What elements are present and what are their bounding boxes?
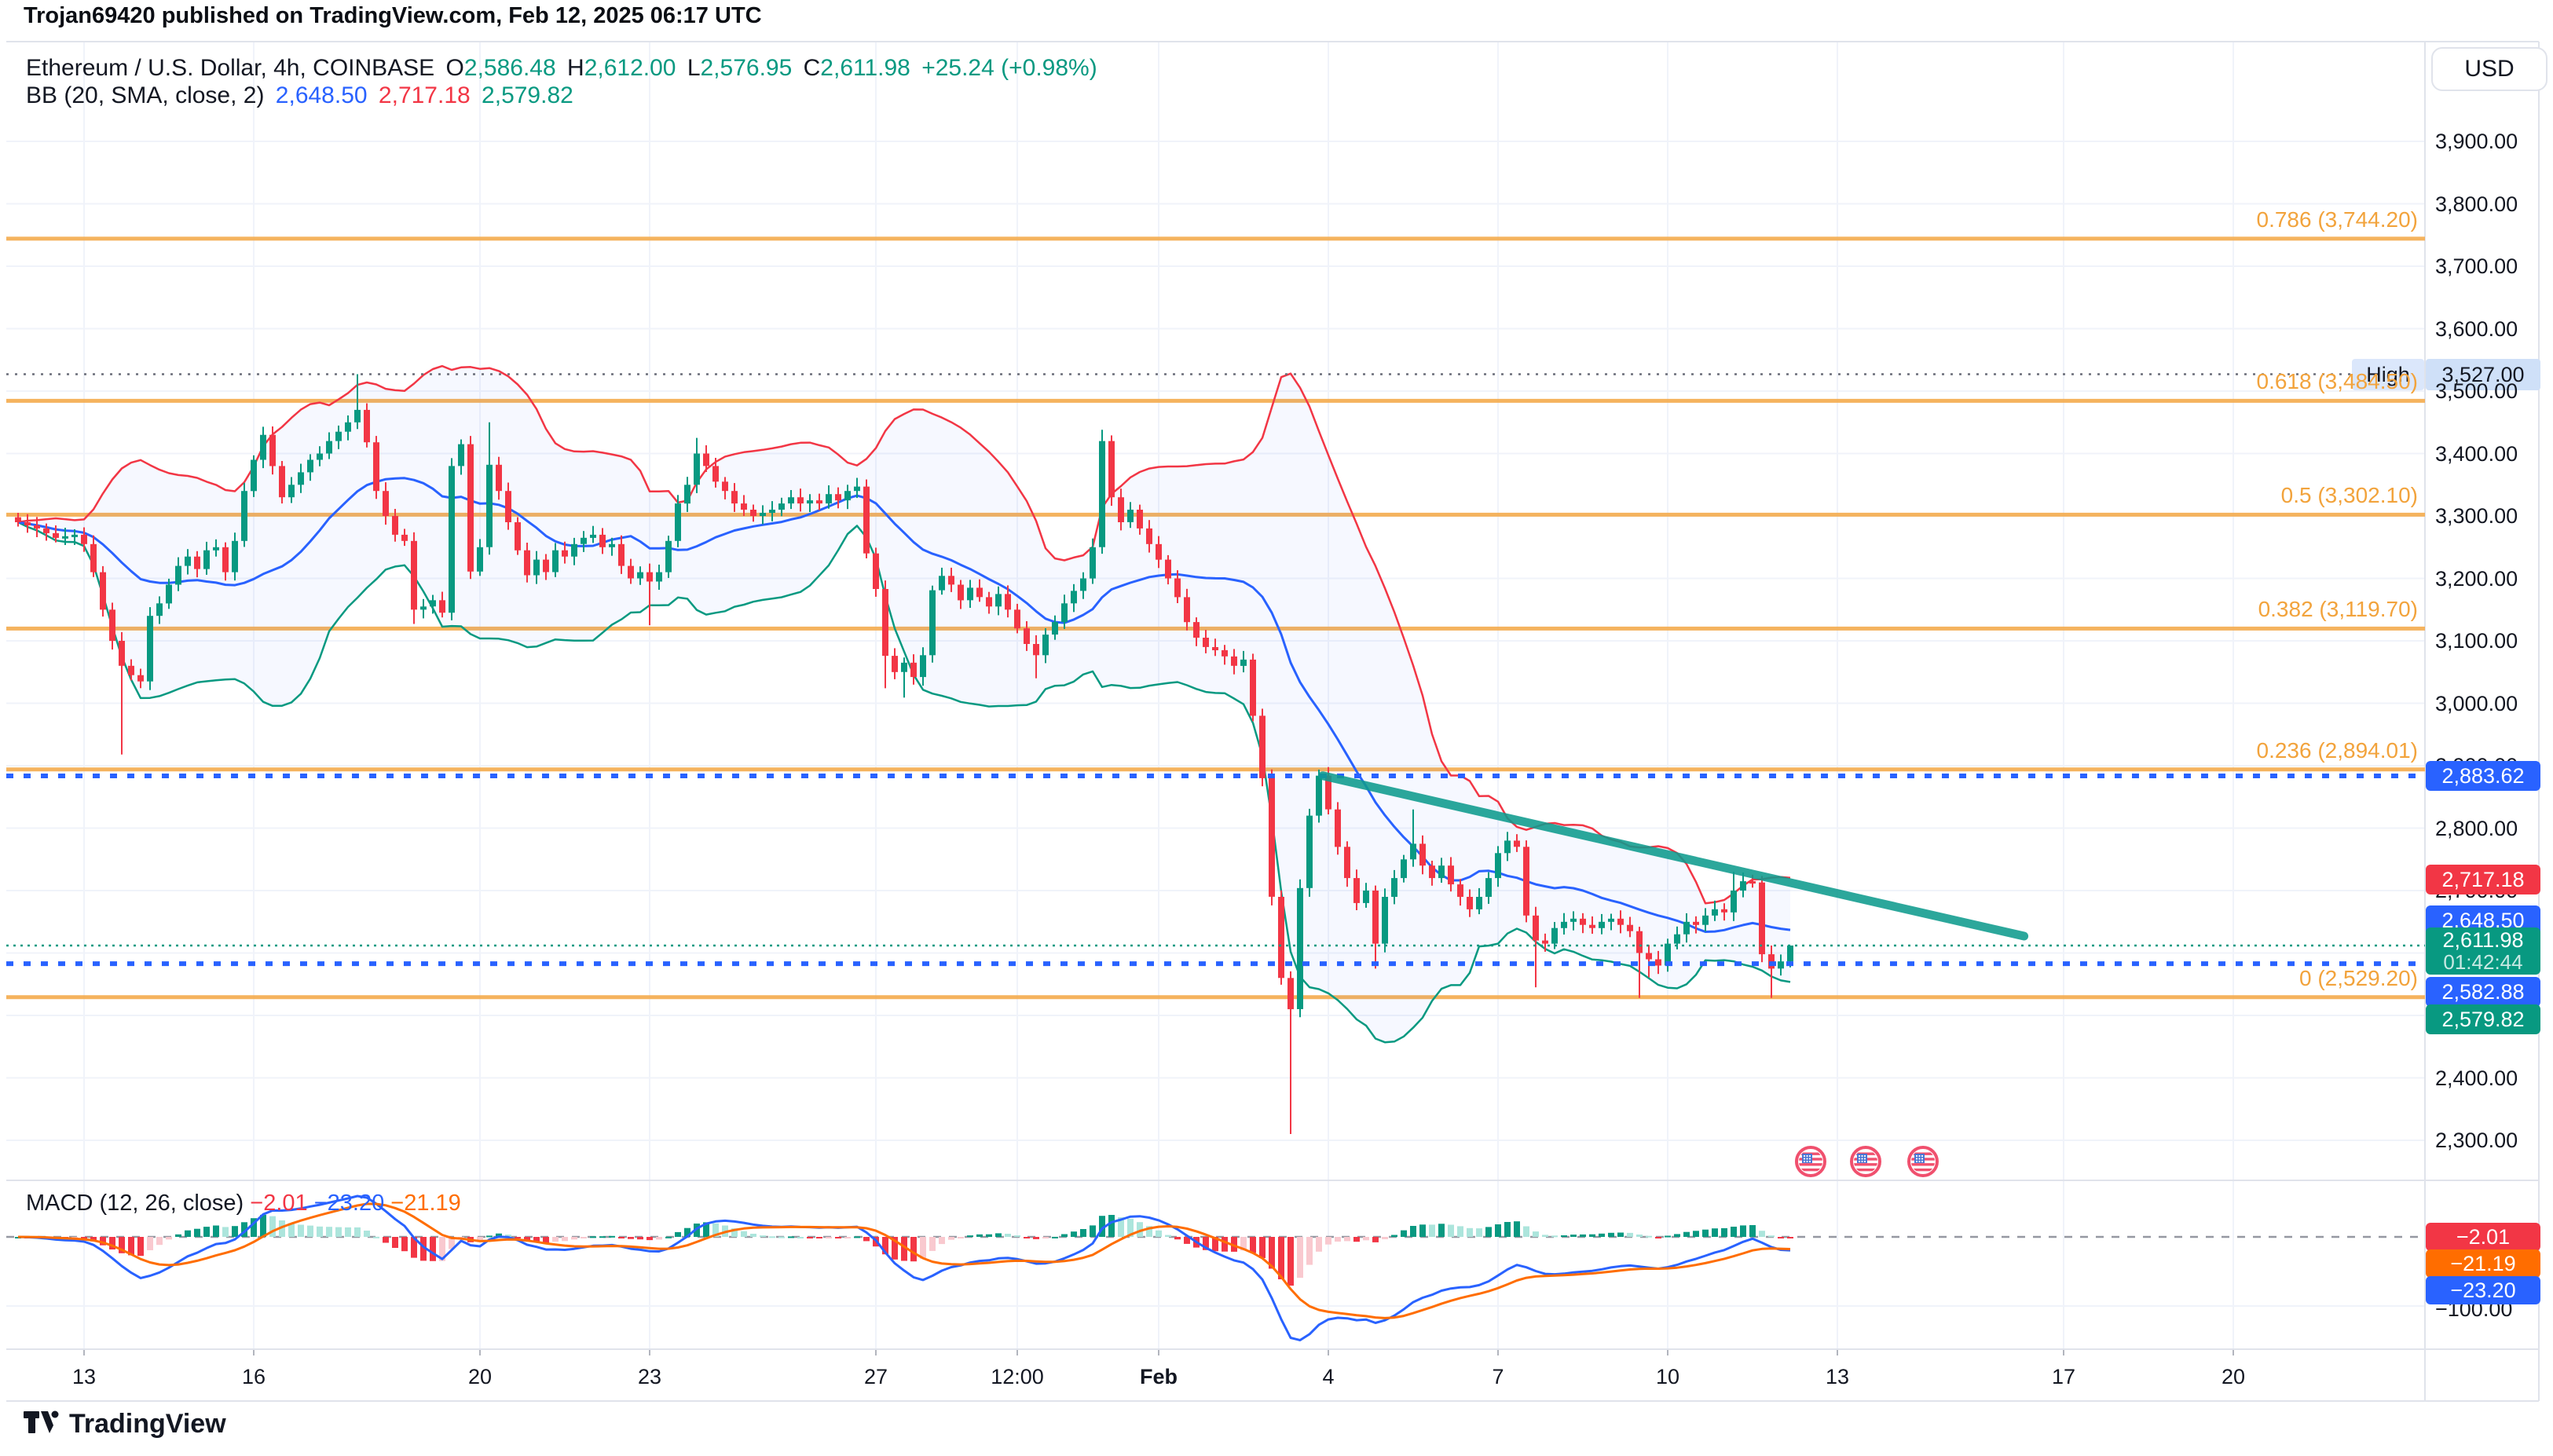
price-axis-label: 3,500.00 [2435,379,2518,403]
macd-line-value: −23.20 [313,1191,385,1216]
time-axis-label: Feb [1139,1365,1178,1388]
price-axis-label: 3,100.00 [2435,629,2518,653]
macd-badge-value: −2.01 [2456,1224,2511,1249]
macd-badge-value: −23.20 [2450,1278,2516,1302]
open-label: O [445,55,464,81]
macd-value-badge: −2.01 [2426,1223,2540,1251]
macd-signal-value: −21.19 [390,1191,461,1216]
bb-label: BB (20, SMA, close, 2) [26,82,265,108]
high-price-badge: 3,527.00 [2426,359,2540,390]
main-pane [6,236,2425,1134]
tradingview-logo-text: TradingView [69,1408,226,1439]
price-axis-label: 3,700.00 [2435,254,2518,278]
macd-indicator-row[interactable]: MACD (12, 26, close) −2.01 −23.20 −21.19 [26,1191,461,1216]
price-badge-value: 2,579.82 [2441,1007,2525,1031]
price-badge-value: 2,611.98 [2442,928,2524,953]
low-label: L [687,55,701,81]
us-flag-icon[interactable] [1848,1144,1883,1183]
time-axis-label: 17 [2051,1365,2076,1388]
us-flag-icon[interactable] [1906,1144,1940,1183]
high-value: 2,612.00 [584,55,676,81]
price-badge[interactable]: 2,717.18 [2426,865,2540,894]
time-axis-label: 16 [241,1365,266,1388]
time-axis-label: 10 [1655,1365,1680,1388]
currency-toggle-button[interactable]: USD [2431,47,2548,91]
price-badge[interactable]: 2,611.98 01:42:44 [2426,927,2540,975]
price-axis-label: 3,200.00 [2435,567,2518,591]
symbol-header: Ethereum / U.S. Dollar, 4h, COINBASE O2,… [26,55,1102,82]
publish-byline: Trojan69420 published on TradingView.com… [24,3,762,28]
price-axis-label: 2,300.00 [2435,1129,2518,1152]
fib-level-label[interactable]: 0.236 (2,894.01) [2256,738,2419,763]
fib-level-label[interactable]: 0.618 (3,484.50) [2256,369,2419,393]
us-flag-icon[interactable] [1793,1144,1828,1183]
price-badge-value: 2,717.18 [2441,867,2525,891]
time-axis-label: 20 [467,1365,493,1388]
price-axis-label: 3,000.00 [2435,692,2518,715]
bb-basis-value: 2,648.50 [275,82,368,108]
price-badge[interactable]: 2,883.62 [2426,761,2540,791]
time-axis-label: 7 [1492,1365,1504,1388]
high-marker-tag: High [2352,359,2424,390]
fib-level-label[interactable]: 0 (2,529.20) [2299,966,2418,990]
time-axis-label: 20 [2221,1365,2246,1388]
price-badge-value: 2,582.88 [2441,979,2525,1004]
descending-trendline [1318,771,2029,941]
change-value: +25.24 (+0.98%) [921,55,1097,81]
time-axis-label: 13 [71,1365,97,1388]
price-axis-label: 3,300.00 [2435,504,2518,528]
price-badge[interactable]: 2,579.82 [2426,1004,2540,1034]
price-axis-label: 2,800.00 [2435,817,2518,840]
bb-upper-value: 2,717.18 [378,82,471,108]
tradingview-logo[interactable]: TradingView [24,1408,226,1440]
close-value: 2,611.98 [820,55,910,81]
macd-value-badge: −21.19 [2426,1249,2540,1278]
bb-indicator-row[interactable]: BB (20, SMA, close, 2) 2,648.50 2,717.18… [26,82,578,109]
macd-label: MACD (12, 26, close) [26,1191,244,1216]
time-axis-label: 12:00 [991,1365,1044,1388]
price-badge[interactable]: 2,582.88 [2426,977,2540,1007]
tradingview-logo-icon [24,1410,59,1433]
bar-countdown: 01:42:44 [2443,949,2523,974]
time-axis-label: 23 [637,1365,662,1388]
price-axis-label: 2,400.00 [2435,1066,2518,1090]
price-axis-label: 3,600.00 [2435,317,2518,341]
fib-level-label[interactable]: 0.786 (3,744.20) [2256,207,2419,232]
macd-hist-value: −2.01 [250,1191,308,1216]
price-axis-label: 3,800.00 [2435,192,2518,216]
time-axis-label: 27 [863,1365,888,1388]
fib-level-label[interactable]: 0.382 (3,119.70) [2258,597,2418,621]
macd-value-badge: −23.20 [2426,1276,2540,1304]
price-badge-value: 2,883.62 [2441,763,2525,788]
symbol-title[interactable]: Ethereum / U.S. Dollar, 4h, COINBASE [26,55,435,81]
macd-pane [6,1194,2425,1341]
bb-lower-value: 2,579.82 [482,82,573,108]
macd-badge-value: −21.19 [2450,1251,2516,1275]
high-label: H [567,55,584,81]
price-axis-label: 3,400.00 [2435,442,2518,466]
time-axis-label: 13 [1825,1365,1850,1388]
close-label: C [803,55,821,81]
fib-level-label[interactable]: 0.5 (3,302.10) [2280,483,2418,507]
time-axis-label: 4 [1322,1365,1335,1388]
low-value: 2,576.95 [700,55,793,81]
price-axis-label: 3,900.00 [2435,130,2518,153]
open-value: 2,586.48 [463,55,556,81]
